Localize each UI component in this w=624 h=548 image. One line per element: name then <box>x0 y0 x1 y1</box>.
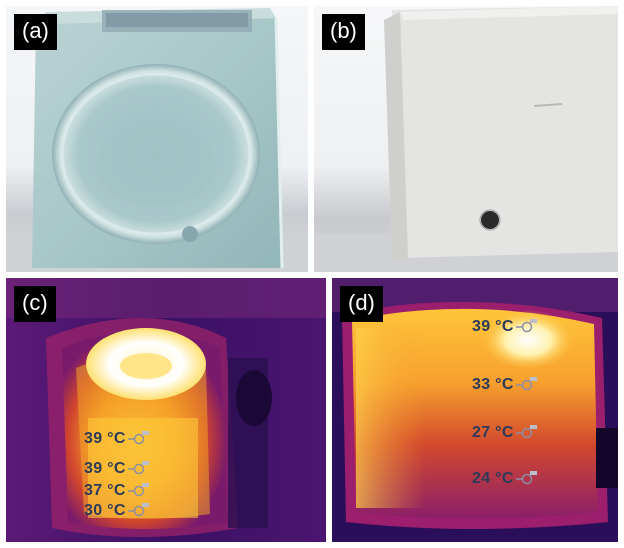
thermal-image-c <box>6 278 326 542</box>
temperature-reading: 30 °C <box>84 502 150 520</box>
panel-d-thermal: (d) 39 °C 33 °C 27 °C 24 °C <box>332 278 618 542</box>
temperature-value: 39 °C <box>472 318 514 335</box>
temperature-reading: 39 °C <box>84 430 150 448</box>
temperature-value: 33 °C <box>472 376 514 393</box>
panel-label-c: (c) <box>14 286 56 322</box>
panel-c-thermal: (c) 39 °C 39 °C 37 °C 30 °C <box>6 278 326 542</box>
thermal-image-d <box>332 278 618 542</box>
temperature-reading: 39 °C <box>84 460 150 478</box>
temperature-reading: 27 °C <box>472 424 538 442</box>
white-cube-image <box>314 6 618 272</box>
temperature-value: 39 °C <box>84 430 126 447</box>
thermometer-probe-icon <box>515 425 537 439</box>
thermometer-probe-icon <box>515 471 537 485</box>
temperature-value: 30 °C <box>84 502 126 519</box>
temperature-reading: 33 °C <box>472 376 538 394</box>
panel-label-b: (b) <box>322 14 365 50</box>
panel-label-d: (d) <box>340 286 383 322</box>
temperature-reading: 39 °C <box>472 318 538 336</box>
thermometer-probe-icon <box>127 503 149 517</box>
thermometer-probe-icon <box>515 319 537 333</box>
panel-a-photo: (a) <box>6 6 308 272</box>
thermometer-probe-icon <box>127 483 149 497</box>
temperature-value: 39 °C <box>84 460 126 477</box>
temperature-value: 27 °C <box>472 424 514 441</box>
thermometer-probe-icon <box>515 377 537 391</box>
panel-b-photo: (b) <box>314 6 618 272</box>
temperature-value: 24 °C <box>472 470 514 487</box>
translucent-cube-image <box>6 8 308 272</box>
temperature-reading: 37 °C <box>84 482 150 500</box>
thermometer-probe-icon <box>127 461 149 475</box>
panel-label-a: (a) <box>14 14 57 50</box>
thermometer-probe-icon <box>127 431 149 445</box>
temperature-value: 37 °C <box>84 482 126 499</box>
temperature-reading: 24 °C <box>472 470 538 488</box>
